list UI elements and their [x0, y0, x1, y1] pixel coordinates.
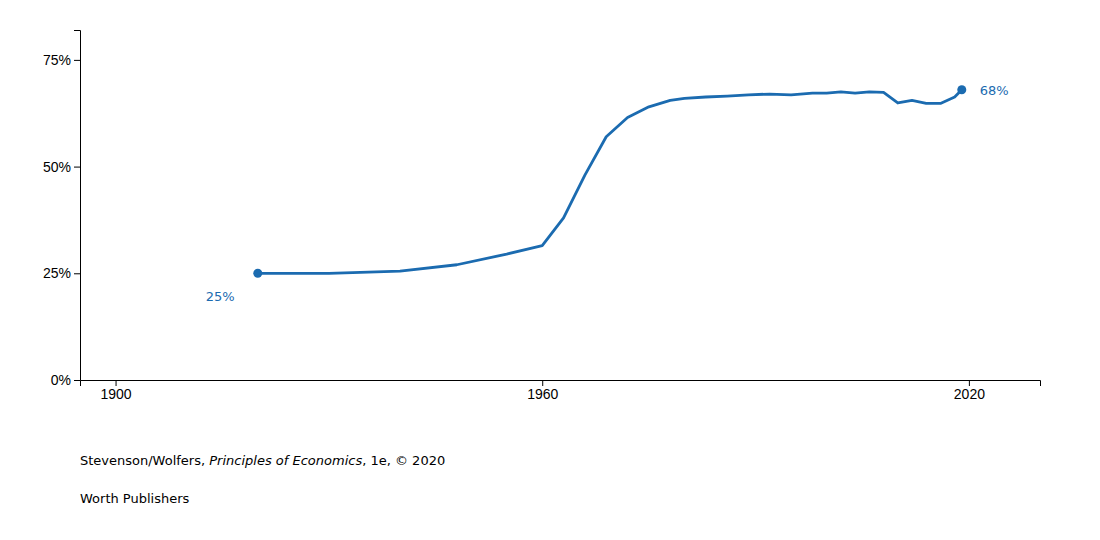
y-axis: 0% 25% 50% 75% — [43, 31, 81, 388]
tick-label: 1960 — [527, 386, 558, 402]
x-axis: 1900 1960 2020 — [81, 380, 1041, 402]
caption: Stevenson/Wolfers, Principles of Economi… — [80, 453, 445, 506]
tick-label: 1900 — [100, 386, 131, 402]
annotations: 25% 68% — [206, 83, 1009, 305]
caption-part: Worth Publishers — [80, 491, 190, 506]
tick: 0% — [51, 372, 80, 388]
caption-part: Principles of Economics — [209, 453, 362, 468]
caption-line: Stevenson/Wolfers, Principles of Economi… — [80, 453, 445, 468]
annotation-label: 25% — [206, 289, 235, 304]
tick: 75% — [43, 52, 80, 68]
annotation-label: 68% — [980, 83, 1009, 98]
tick-label: 2020 — [954, 386, 985, 402]
tick: 2020 — [954, 380, 985, 402]
annotation-point — [957, 85, 966, 94]
tick-label: 50% — [43, 159, 71, 175]
tick-mark — [74, 273, 80, 274]
caption-part: , 1e, © 2020 — [362, 453, 445, 468]
axis-line — [81, 381, 1041, 387]
tick-mark — [74, 60, 80, 61]
plot: 1900 1960 2020 0% 25% 50% 75% 25% 68% — [43, 31, 1041, 402]
tick: 50% — [43, 159, 80, 175]
annotation-point — [253, 269, 262, 278]
line — [258, 90, 962, 274]
axis-line — [74, 31, 81, 381]
tick-label: 75% — [43, 52, 71, 68]
tick: 1900 — [100, 380, 131, 402]
chart: 1900 1960 2020 0% 25% 50% 75% 25% 68% Stevenson/W… — [0, 0, 1100, 540]
tick-label: 0% — [51, 372, 71, 388]
caption-line: Worth Publishers — [80, 491, 190, 506]
tick-mark — [74, 380, 80, 381]
tick-mark — [74, 167, 80, 168]
caption-part: Stevenson/Wolfers, — [80, 453, 209, 468]
marks — [253, 85, 966, 278]
tick: 1960 — [527, 380, 558, 402]
tick: 25% — [43, 265, 80, 281]
tick-label: 25% — [43, 265, 71, 281]
